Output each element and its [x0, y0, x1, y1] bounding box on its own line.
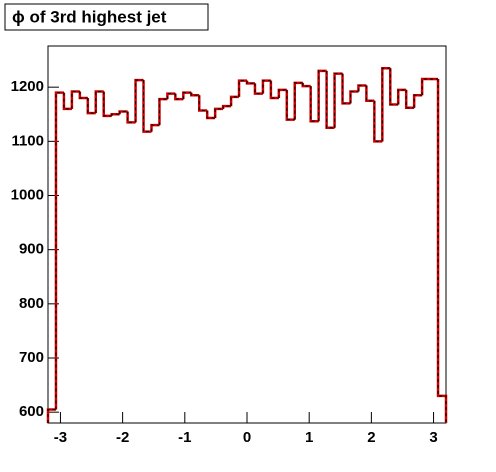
- y-tick-label: 800: [19, 295, 44, 312]
- histogram-bin-dash: [166, 93, 176, 100]
- histogram-bin-dash: [190, 92, 200, 96]
- histogram-bin-dash: [262, 80, 271, 94]
- histogram-bin: [213, 107, 224, 119]
- histogram-bin-dash: [222, 105, 232, 109]
- x-tick-label: 3: [429, 429, 437, 446]
- histogram-bin-dash: [111, 113, 120, 116]
- y-tick-label: 700: [19, 349, 44, 366]
- histogram-bin-dash: [47, 408, 56, 423]
- histogram-bin-dash: [246, 80, 255, 84]
- histogram-bin: [46, 408, 56, 423]
- histogram-bin-dash: [294, 82, 303, 120]
- histogram-bin: [62, 92, 72, 111]
- histogram-bin: [365, 85, 375, 102]
- histogram-bin-dash: [198, 95, 208, 111]
- histogram-bin: [54, 91, 64, 410]
- histogram-bin: [158, 97, 168, 126]
- histogram-bin: [293, 81, 303, 120]
- histogram-bin-dash: [389, 68, 399, 105]
- histogram-bin: [309, 86, 319, 123]
- x-tick-label: 0: [243, 429, 251, 446]
- x-tick-label: 1: [305, 429, 313, 446]
- histogram-bin-dash: [135, 79, 144, 123]
- histogram-bin: [412, 94, 423, 108]
- histogram-bin: [420, 77, 431, 96]
- histogram-bin-dash: [413, 94, 423, 108]
- title-box: [4, 3, 209, 31]
- y-tick-label: 1200: [11, 78, 44, 95]
- histogram-bin: [102, 91, 112, 118]
- histogram-bin: [436, 79, 448, 423]
- histogram-bin-dash: [326, 70, 335, 129]
- histogram-bin-dash: [278, 89, 287, 98]
- histogram-bin-dash: [95, 91, 104, 114]
- histogram-bin-dash: [302, 82, 311, 87]
- y-tick-label: 900: [19, 241, 44, 258]
- histogram-bin-dash: [365, 85, 375, 102]
- histogram-bin: [253, 83, 263, 95]
- histogram-bin-dash: [206, 110, 216, 119]
- histogram-bin-dash: [143, 80, 152, 133]
- histogram-bin-dash: [182, 92, 192, 100]
- histogram-bin: [229, 95, 240, 107]
- histogram-bin-dash: [214, 108, 224, 119]
- histogram-bin-dash: [150, 124, 160, 132]
- histogram-bin-dash: [397, 89, 407, 105]
- histogram-bin: [404, 89, 415, 109]
- histogram-bin: [150, 123, 160, 132]
- histogram-bin: [341, 73, 351, 105]
- histogram-bin: [285, 89, 295, 121]
- histogram-bin: [70, 90, 80, 109]
- histogram-bin: [126, 111, 136, 124]
- histogram-bin-dash: [174, 93, 184, 100]
- histogram-bin-dash: [318, 70, 327, 122]
- x-tick-label: -1: [178, 429, 191, 446]
- histogram-bin: [269, 80, 279, 100]
- histogram-bin-dash: [87, 98, 96, 114]
- histogram-bin-dash: [158, 98, 168, 126]
- histogram-bin-dash: [373, 100, 383, 142]
- y-tick-label: 600: [19, 403, 44, 420]
- histogram-bin-dash: [381, 67, 391, 142]
- histogram-bin-dash: [357, 85, 367, 92]
- x-tick-label: 2: [367, 429, 375, 446]
- histogram-bin-dash: [119, 111, 128, 115]
- plot-frame: [47, 45, 447, 424]
- histogram-bin: [237, 79, 247, 97]
- x-tick-label: -2: [116, 429, 129, 446]
- histogram-bin-dash: [334, 73, 343, 128]
- histogram-bin: [78, 91, 88, 100]
- histogram-bin: [349, 90, 359, 104]
- y-tick-label: 1000: [11, 186, 44, 203]
- histogram-bin-dash: [437, 79, 447, 423]
- chart-title: ϕ of 3rd highest jet: [12, 7, 167, 26]
- histogram-bin-dash: [79, 91, 88, 99]
- histogram-bin-dash: [103, 91, 112, 117]
- y-tick-label: 1100: [11, 132, 44, 149]
- x-tick-label: -3: [54, 429, 67, 446]
- histogram-bin: [197, 95, 208, 112]
- histogram-bin-dash: [230, 96, 240, 107]
